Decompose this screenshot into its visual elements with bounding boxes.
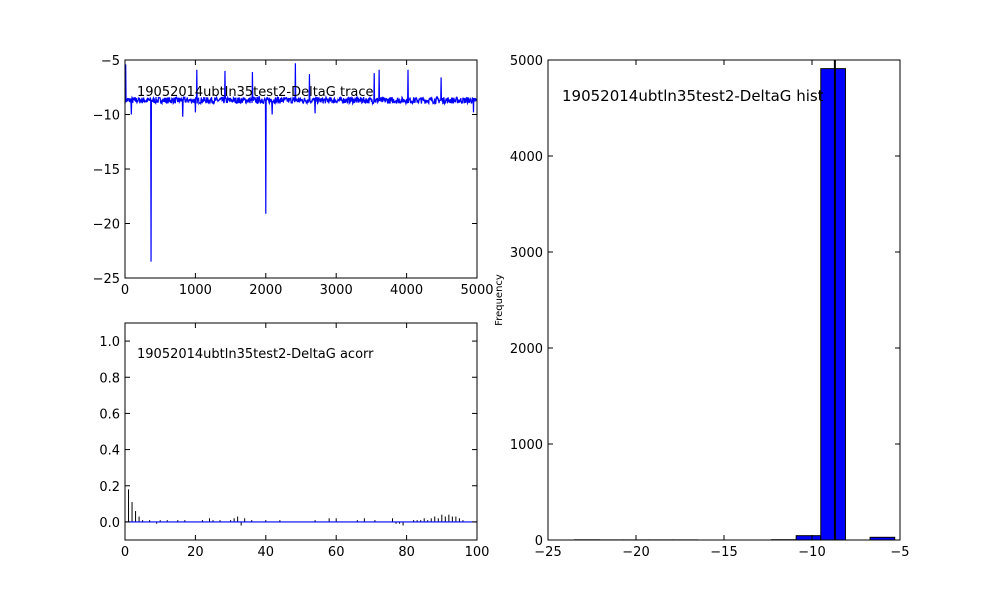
trace-ytick-label: −20 <box>93 218 120 233</box>
acorr-ytick-label: 1.0 <box>99 335 120 350</box>
acorr-ytick-label: 0.6 <box>99 407 120 422</box>
acorr-ytick-label: 0.8 <box>99 371 120 386</box>
acorr-ytick-label: 0.4 <box>99 444 120 459</box>
trace-title: 19052014ubtln35test2-DeltaG trace <box>137 85 374 100</box>
hist-ytick-label: 0 <box>535 534 543 549</box>
hist-ytick-label: 5000 <box>510 54 543 69</box>
hist-xtick-label: −10 <box>798 545 825 560</box>
hist-bar <box>821 69 846 540</box>
trace-xtick-label: 0 <box>121 283 129 298</box>
acorr-title: 19052014ubtln35test2-DeltaG acorr <box>137 347 374 362</box>
acorr-xtick-label: 100 <box>465 545 490 560</box>
trace-xtick-label: 2000 <box>249 283 282 298</box>
trace-ytick-label: −5 <box>101 54 120 69</box>
trace-ytick-label: −25 <box>93 272 120 287</box>
trace-ytick-label: −15 <box>93 163 120 178</box>
acorr-xtick-label: 80 <box>398 545 415 560</box>
acorr-ytick-label: 0.2 <box>99 480 120 495</box>
hist-xtick-label: −15 <box>710 545 737 560</box>
hist-ytick-label: 4000 <box>510 150 543 165</box>
trace-ytick-label: −10 <box>93 109 120 124</box>
hist-ytick-label: 2000 <box>510 342 543 357</box>
hist-xtick-label: −5 <box>890 545 909 560</box>
acorr-xtick-label: 20 <box>187 545 204 560</box>
acorr-xtick-label: 60 <box>328 545 345 560</box>
hist-xtick-label: −20 <box>622 545 649 560</box>
hist-y-axis-label: Frequency <box>494 274 505 326</box>
trace-xtick-label: 5000 <box>460 283 493 298</box>
acorr-xtick-label: 0 <box>121 545 129 560</box>
trace-xtick-label: 4000 <box>390 283 423 298</box>
hist-bar <box>796 536 821 540</box>
hist-title: 19052014ubtln35test2-DeltaG hist <box>562 87 824 105</box>
trace-xtick-label: 1000 <box>179 283 212 298</box>
hist-ytick-label: 1000 <box>510 438 543 453</box>
acorr-xtick-label: 40 <box>258 545 275 560</box>
hist-ytick-label: 3000 <box>510 246 543 261</box>
trace-xtick-label: 3000 <box>320 283 353 298</box>
acorr-ytick-label: 0.0 <box>99 516 120 531</box>
